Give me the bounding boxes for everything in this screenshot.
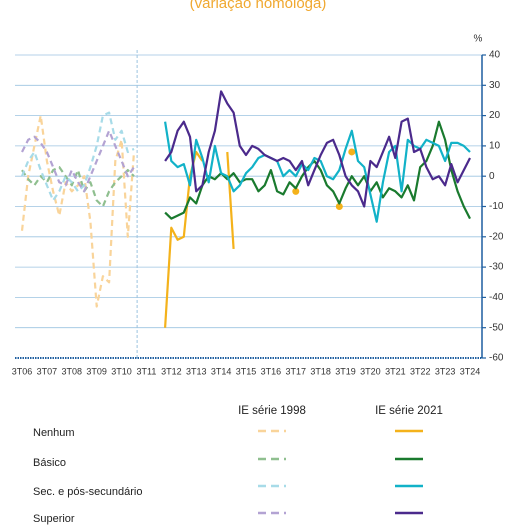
y-unit: % <box>474 34 483 45</box>
x-tick-label: 3T09 <box>86 366 107 376</box>
x-tick-label: 3T11 <box>137 366 157 376</box>
legend-header: IE série 1998 <box>238 405 306 417</box>
data-point <box>348 148 356 156</box>
y-tick-label: -20 <box>489 231 504 242</box>
x-tick-label: 3T16 <box>261 366 282 376</box>
y-tick-label: -50 <box>489 322 504 333</box>
y-tick-label: -10 <box>489 201 504 212</box>
legend-label: Básico <box>33 457 66 469</box>
x-tick-label: 3T21 <box>385 366 406 376</box>
x-tick-label: 3T23 <box>435 366 456 376</box>
y-tick-label: -40 <box>489 292 504 303</box>
data-point <box>335 203 343 210</box>
x-tick-label: 3T14 <box>211 366 232 376</box>
x-tick-label: 3T19 <box>335 366 356 376</box>
x-tick-label: 3T10 <box>111 366 132 376</box>
data-point <box>292 187 300 195</box>
y-tick-label: 20 <box>489 110 501 121</box>
series-line <box>164 150 204 328</box>
series-line <box>164 120 471 220</box>
chart-title: (variação homóloga) <box>190 0 327 12</box>
x-tick-label: 3T24 <box>460 366 481 376</box>
x-tick-label: 3T07 <box>37 366 58 376</box>
series-line <box>21 166 135 208</box>
x-tick-label: 3T13 <box>186 366 207 376</box>
x-tick-label: 3T20 <box>360 366 381 376</box>
legend-label: Sec. e pós-secundário <box>33 486 142 498</box>
x-tick-label: 3T22 <box>410 366 431 376</box>
y-tick-label: 10 <box>489 141 501 152</box>
legend-header: IE série 2021 <box>375 405 443 417</box>
x-tick-label: 3T08 <box>62 366 83 376</box>
y-tick-label: -60 <box>489 353 504 364</box>
x-tick-label: 3T12 <box>161 366 182 376</box>
series-line <box>21 129 135 193</box>
y-tick-label: 30 <box>489 80 501 91</box>
legend-label: Nenhum <box>33 427 75 439</box>
series-line <box>20 111 135 202</box>
legend-label: Superior <box>33 513 75 525</box>
series-line <box>226 151 235 249</box>
x-tick-label: 3T17 <box>286 366 307 376</box>
series-line <box>20 114 136 308</box>
x-tick-label: 3T18 <box>310 366 331 376</box>
series-line <box>164 90 471 208</box>
x-tick-label: 3T06 <box>12 366 33 376</box>
y-tick-label: 40 <box>489 50 501 61</box>
y-tick-label: 0 <box>489 171 495 182</box>
x-tick-label: 3T15 <box>236 366 257 376</box>
y-tick-label: -30 <box>489 262 504 273</box>
